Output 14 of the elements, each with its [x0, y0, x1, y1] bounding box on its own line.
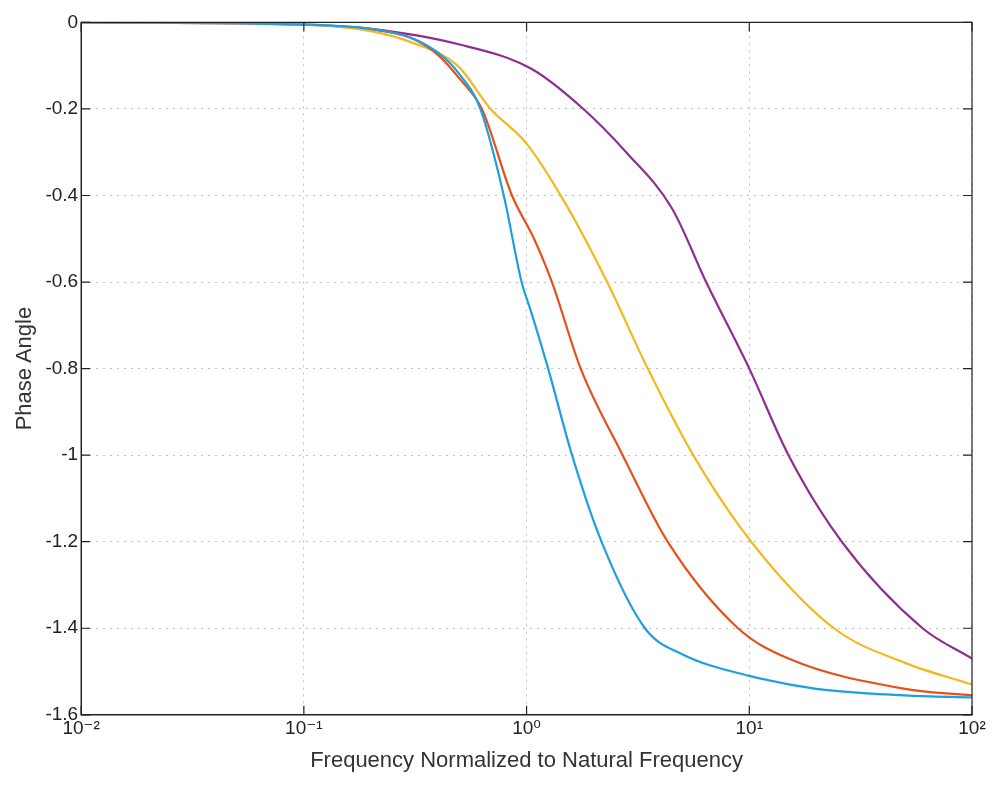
y-tick-label: -1.2 [45, 529, 79, 551]
y-tick-label: -0.6 [45, 270, 79, 292]
y-axis-title: Phase Angle [11, 306, 37, 431]
x-axis-title: Frequency Normalized to Natural Frequency [310, 746, 743, 772]
x-tick-label: 10⁻¹ [285, 717, 323, 739]
y-tick-label: -0.2 [45, 97, 79, 119]
y-tick-label: -0.4 [45, 183, 79, 205]
y-tick-label: -1.4 [45, 616, 79, 638]
x-tick-label: 10¹ [735, 717, 764, 739]
x-tick-label: 10⁰ [512, 717, 541, 739]
y-tick-label: 0 [67, 10, 79, 32]
y-tick-label: -0.8 [45, 356, 79, 378]
y-tick-label: -1 [61, 443, 79, 465]
x-tick-label: 10² [958, 717, 986, 739]
